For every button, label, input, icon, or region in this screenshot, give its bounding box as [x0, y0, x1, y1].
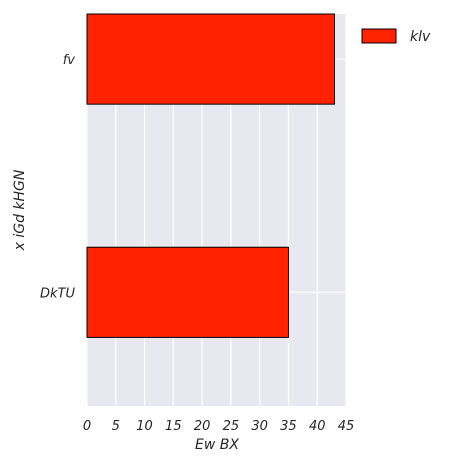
- y-tick-label: DkTU: [40, 286, 75, 301]
- x-tick-label: 35: [280, 419, 297, 434]
- legend: klv: [361, 28, 431, 45]
- x-tick-label: 15: [165, 419, 182, 434]
- y-tick-label: fv: [63, 53, 76, 68]
- bar-fv: [86, 13, 335, 105]
- x-tick-label: 20: [194, 419, 211, 434]
- x-tick-labels: 0 5 10 15 20 25 30 35 40 45: [83, 419, 354, 434]
- x-tick-label: 30: [251, 419, 268, 434]
- legend-label: klv: [410, 29, 431, 45]
- legend-swatch: [361, 28, 397, 44]
- x-tick-label: 45: [338, 419, 355, 434]
- x-tick-label: 0: [83, 419, 91, 434]
- bars: [86, 13, 335, 338]
- x-axis-label: Ew BX: [195, 437, 239, 453]
- y-axis-label: x iGd kHGN: [12, 169, 28, 251]
- x-tick-label: 5: [112, 419, 120, 434]
- y-tick-labels: fv DkTU: [40, 53, 75, 301]
- x-tick-label: 10: [136, 419, 153, 434]
- bar-DkTU: [86, 246, 289, 338]
- x-tick-label: 25: [223, 419, 240, 434]
- x-tick-label: 40: [309, 419, 326, 434]
